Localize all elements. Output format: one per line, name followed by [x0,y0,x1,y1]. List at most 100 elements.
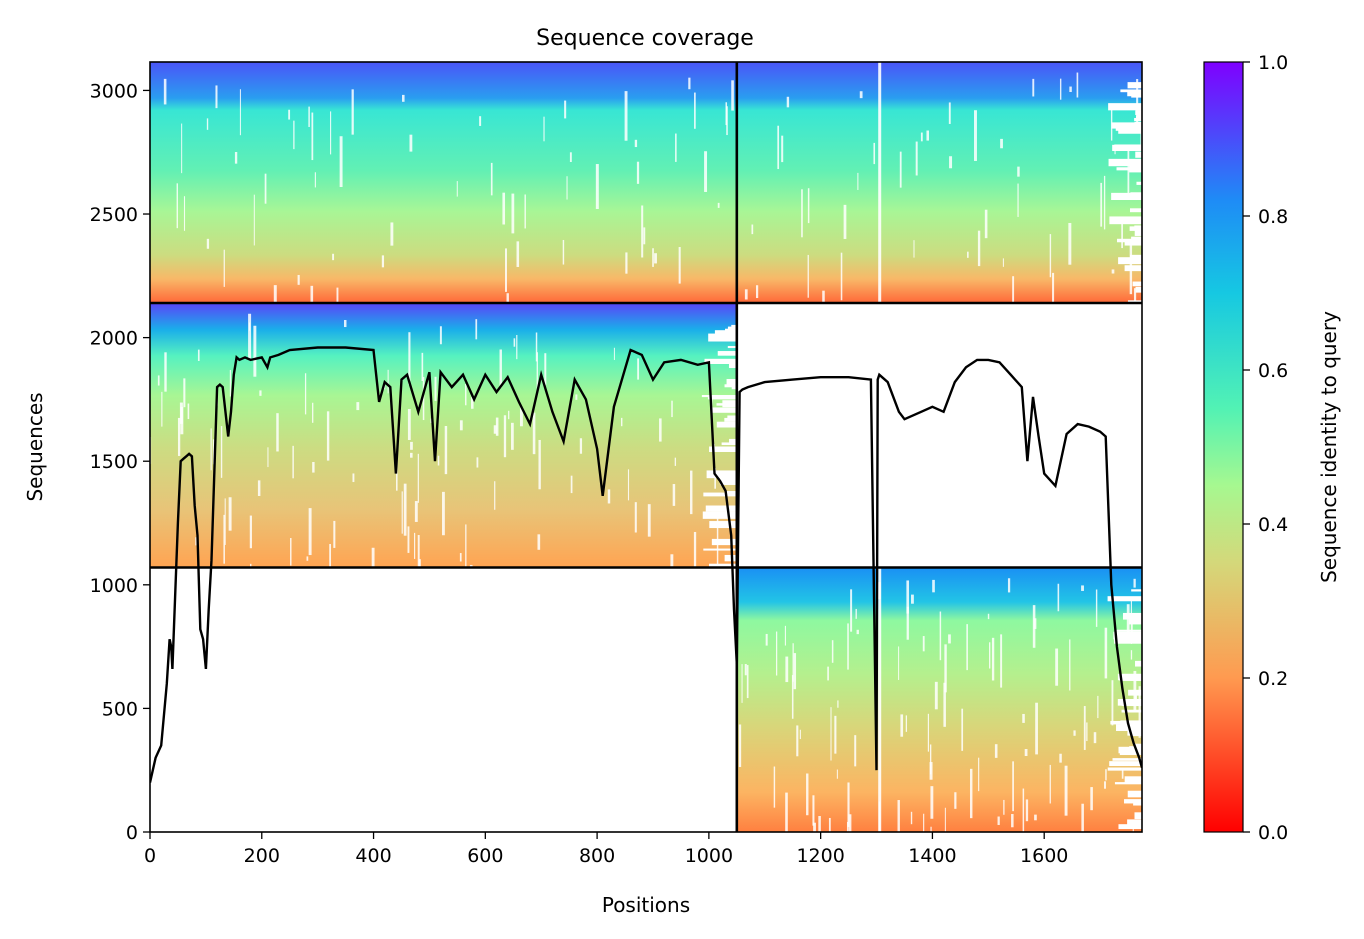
gap-streak [726,106,728,136]
colorbar [1203,61,1244,833]
gap-streak [493,425,497,434]
gap-streak [371,547,375,568]
gap-streak [1052,272,1055,304]
gap-streak [830,707,832,761]
gap-streak [179,402,183,424]
gap-streak [859,91,863,99]
gap-streak [494,481,496,510]
gap-streak [1059,78,1062,100]
gap-streak [437,455,440,466]
gap-streak [717,202,720,208]
gap-edge [1130,677,1142,681]
gap-edge [1112,144,1142,152]
gap-streak [915,141,918,176]
gap-streak [476,457,479,468]
gap-streak [905,715,908,732]
gap-streak [977,230,981,267]
gap-streak [575,394,578,400]
gap-streak [516,334,518,360]
gap-streak [672,484,676,506]
gap-streak [524,194,526,229]
gap-streak [755,285,759,299]
gap-streak [746,665,749,699]
gap-edge [1124,799,1142,804]
gap-streak [332,253,335,261]
gap-streak [187,403,190,420]
gap-streak [409,134,413,152]
gap-streak [410,452,413,458]
colorbar-tick-label: 1.0 [1258,52,1288,74]
gap-streak [257,480,261,496]
gap-streak [465,524,467,568]
gap-streak [314,172,316,188]
gap-edge [1128,689,1142,696]
chain-boundaries [150,62,1142,832]
gap-streak [961,708,964,751]
gap-streak [930,826,932,832]
gap-streak [786,96,790,108]
gap-streak [259,390,262,396]
gap-streak [1132,827,1134,832]
gap-edge [1113,637,1142,644]
gap-edge [1118,824,1142,830]
gap-streak [1121,220,1123,249]
gap-streak [837,700,839,708]
gap-streak [948,634,951,644]
gap-edge [716,421,737,428]
gap-streak [899,151,902,188]
gap-edge [1122,612,1142,620]
gap-streak [801,189,803,238]
gap-streak [785,792,788,832]
gap-streak [164,352,167,392]
gap-streak [206,238,210,249]
gap-streak [569,152,572,163]
gap-edge [717,351,737,356]
gap-streak [253,194,255,246]
gap-streak [1130,650,1133,660]
gap-streak [807,188,810,224]
gap-streak [352,473,355,483]
gap-streak [308,508,312,556]
gap-streak [923,813,925,832]
gap-streak [671,400,673,418]
gap-streak [459,553,462,562]
gap-streak [793,653,797,690]
gap-edge [1117,698,1142,706]
gap-streak [796,725,799,757]
gap-edge [1134,229,1142,236]
gap-streak [1073,730,1076,736]
colorbar-tick-label: 0.4 [1258,514,1288,536]
gap-edge [1119,747,1142,756]
gap-streak [1022,713,1025,723]
colorbar-tick-label: 0.8 [1258,206,1288,228]
gap-streak [414,501,418,522]
gap-streak [564,100,567,119]
gap-streak [1069,639,1071,691]
gap-edge [726,491,737,494]
gap-streak [948,102,951,124]
coverage-block [150,62,1142,304]
gap-streak [195,537,197,546]
gap-streak [855,608,857,619]
gap-edge [1136,181,1142,185]
plot-frame [149,61,1143,833]
gap-streak [304,373,307,415]
gap-edge [1132,281,1142,287]
gap-streak [215,85,218,109]
gap-streak [505,248,507,292]
gap-streak [799,729,801,740]
gap-streak [495,417,499,436]
gap-streak [704,151,708,192]
gap-streak [456,181,458,197]
gap-edge [711,538,737,546]
gap-streak [1090,787,1093,811]
gap-streak [511,422,514,450]
gap-streak [1103,175,1106,230]
gap-streak [906,606,909,640]
gap-streak [223,514,225,564]
gap-streak [690,470,693,515]
gap-streak [1012,276,1015,304]
gap-streak [511,193,515,234]
gap-edge [1133,743,1142,748]
x-axis-label: Positions [602,893,690,917]
